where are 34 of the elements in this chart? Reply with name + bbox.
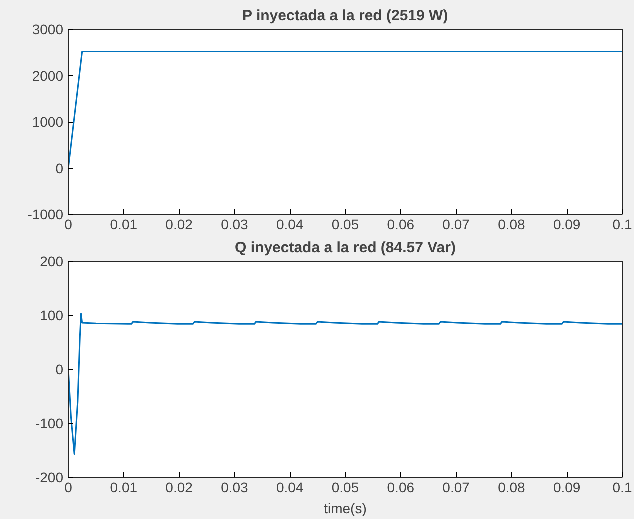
x-tick-label: 0.1 — [612, 480, 632, 496]
x-axis-title: time(s) — [324, 500, 367, 516]
x-tick-label: 0.02 — [166, 480, 194, 496]
y-tick-label: -200 — [35, 470, 64, 486]
x-tick-label: 0.07 — [442, 216, 470, 232]
y-tick-label: -100 — [35, 416, 64, 432]
y-tick-label: 0 — [56, 160, 64, 176]
x-tick-label: 0.02 — [166, 216, 194, 232]
y-tick-label: -1000 — [28, 206, 64, 222]
x-tick-label: 0.08 — [498, 480, 526, 496]
y-tick-label: 200 — [40, 254, 64, 270]
x-tick-label: 0.01 — [110, 480, 138, 496]
line-series — [68, 313, 622, 456]
x-tick-label: 0.03 — [221, 216, 249, 232]
x-tick-label: 0.03 — [221, 480, 249, 496]
x-tick-label: 0.06 — [387, 480, 415, 496]
x-tick-label: 0.07 — [442, 480, 470, 496]
x-tick-label: 0.05 — [332, 480, 360, 496]
x-tick-label: 0.08 — [498, 216, 526, 232]
y-tick-label: 100 — [40, 308, 64, 324]
x-tick-label: 0.09 — [553, 216, 581, 232]
x-tick-label: 0.09 — [553, 480, 581, 496]
x-tick-label: 0.04 — [276, 216, 304, 232]
y-tick-label: 2000 — [32, 68, 64, 84]
y-tick-label: 1000 — [32, 114, 64, 130]
x-tick-label: 0.1 — [612, 216, 632, 232]
x-tick-label: 0.04 — [276, 480, 304, 496]
x-tick-label: 0.05 — [332, 216, 360, 232]
x-tick-label: 0.06 — [387, 216, 415, 232]
y-tick-label: 0 — [56, 362, 64, 378]
y-tick-label: 3000 — [32, 22, 64, 38]
chart-title: P inyectada a la red (2519 W) — [242, 8, 448, 24]
chart-title: Q inyectada a la red (84.57 Var) — [235, 240, 456, 256]
x-tick-label: 0.01 — [110, 216, 138, 232]
